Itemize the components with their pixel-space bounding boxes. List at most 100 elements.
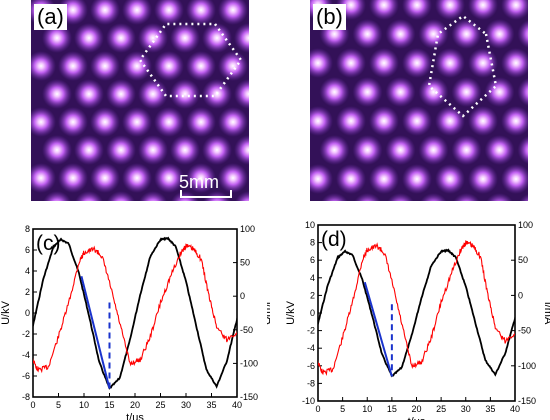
discharge-spot: [402, 48, 432, 78]
discharge-spot: [352, 77, 383, 107]
discharge-spot: [106, 191, 136, 201]
discharge-spot: [385, 77, 416, 107]
annotation-slope-line: [363, 281, 393, 377]
discharge-spot: [468, 106, 498, 136]
discharge-spot: [517, 135, 528, 165]
discharge-spot: [310, 48, 333, 78]
y-left-tick-label: -6: [307, 361, 315, 371]
y-right-tick-label: 100: [240, 224, 255, 234]
y-left-tick-label: -6: [22, 371, 30, 381]
discharge-spot: [31, 107, 56, 137]
discharge-spot: [501, 48, 528, 78]
y-left-tick-label: 0: [25, 308, 30, 318]
discharge-spot: [186, 163, 216, 193]
discharge-spot: [202, 79, 232, 109]
y-right-tick-label: 100: [518, 220, 533, 230]
discharge-spot: [319, 77, 350, 107]
x-tick-label: 30: [181, 400, 191, 410]
x-axis-title: t/us: [408, 416, 426, 420]
discharge-spot: [517, 77, 528, 107]
discharge-spot: [453, 193, 480, 201]
y-right-tick-label: 0: [518, 290, 523, 300]
discharge-spot: [435, 106, 465, 136]
discharge-spot: [218, 107, 248, 137]
y-left-axis-title: U/kV: [0, 300, 12, 325]
voltage-curve: [33, 236, 237, 390]
discharge-spot: [402, 0, 432, 20]
discharge-spot: [31, 163, 56, 193]
y-left-tick-label: 4: [25, 266, 30, 276]
x-tick-label: 10: [362, 404, 372, 414]
discharge-spot: [336, 164, 366, 194]
y-right-tick-label: -150: [240, 392, 258, 402]
x-tick-label: 5: [340, 404, 345, 414]
y-left-tick-label: 0: [310, 308, 315, 318]
discharge-spot: [186, 107, 216, 137]
discharge-spot: [369, 0, 399, 20]
discharge-spot: [138, 79, 168, 109]
discharge-spot: [154, 51, 184, 81]
x-axis-title: t/us: [126, 412, 144, 420]
discharge-spot: [202, 135, 232, 165]
scale-bar-label: 5mm: [179, 172, 219, 192]
discharge-spot: [519, 193, 528, 201]
y-right-axis-title: I/mA: [264, 302, 270, 325]
discharge-spot: [90, 107, 120, 137]
discharge-spot: [154, 107, 184, 137]
y-left-tick-label: 8: [310, 238, 315, 248]
discharge-spot: [369, 106, 399, 136]
discharge-spot: [484, 19, 515, 49]
discharge-spot: [369, 48, 399, 78]
discharge-spot: [202, 23, 232, 53]
y-left-tick-label: 8: [25, 224, 30, 234]
discharge-spot: [170, 79, 200, 109]
discharge-spot: [451, 77, 482, 107]
discharge-spot: [58, 51, 88, 81]
discharge-spot: [451, 135, 482, 165]
y-left-tick-label: 2: [25, 287, 30, 297]
discharge-spot: [468, 0, 498, 20]
discharge-spot: [58, 107, 88, 137]
current-curve: [33, 243, 237, 374]
discharge-spot: [154, 0, 184, 25]
discharge-spot: [486, 193, 513, 201]
waveform-chart-d: 0 5 10 15 20 25 30 35 401086420-2-4-6-8-10100500…: [285, 220, 550, 420]
discharge-spot: [234, 191, 249, 201]
series-group: [33, 236, 237, 390]
discharge-spot: [402, 106, 432, 136]
discharge-spots: [310, 0, 528, 201]
panel-label: (d): [321, 228, 347, 251]
x-tick-label: 25: [155, 400, 165, 410]
discharge-spot: [122, 107, 152, 137]
x-tick-label: 40: [510, 404, 520, 414]
discharge-spot: [186, 0, 216, 25]
x-tick-label: 25: [436, 404, 446, 414]
discharge-spot: [336, 48, 366, 78]
discharge-spot: [106, 79, 136, 109]
discharge-spot: [42, 191, 72, 201]
discharge-spot: [234, 135, 249, 165]
discharge-spot: [58, 163, 88, 193]
discharge-spot: [234, 23, 249, 53]
x-tick-label: 0: [315, 404, 320, 414]
annotation-slope-line: [80, 276, 111, 389]
y-right-axis-title: I/mA: [542, 302, 550, 325]
discharge-spot: [336, 106, 366, 136]
discharge-spot: [310, 164, 333, 194]
discharge-spot: [402, 164, 432, 194]
discharge-spot: [42, 79, 72, 109]
discharge-spot: [501, 164, 528, 194]
discharge-spot: [138, 135, 168, 165]
discharge-spot: [451, 19, 482, 49]
discharge-spot: [122, 51, 152, 81]
discharge-spot: [122, 0, 152, 25]
discharge-spot: [138, 191, 168, 201]
x-tick-label: 15: [387, 404, 397, 414]
y-left-tick-label: -8: [307, 378, 315, 388]
plot-frame: [32, 228, 238, 398]
series-group: [318, 240, 515, 378]
y-right-tick-label: -50: [240, 325, 253, 335]
y-left-tick-label: 10: [305, 220, 315, 230]
discharge-spot: [501, 0, 528, 20]
discharge-spot: [310, 106, 333, 136]
